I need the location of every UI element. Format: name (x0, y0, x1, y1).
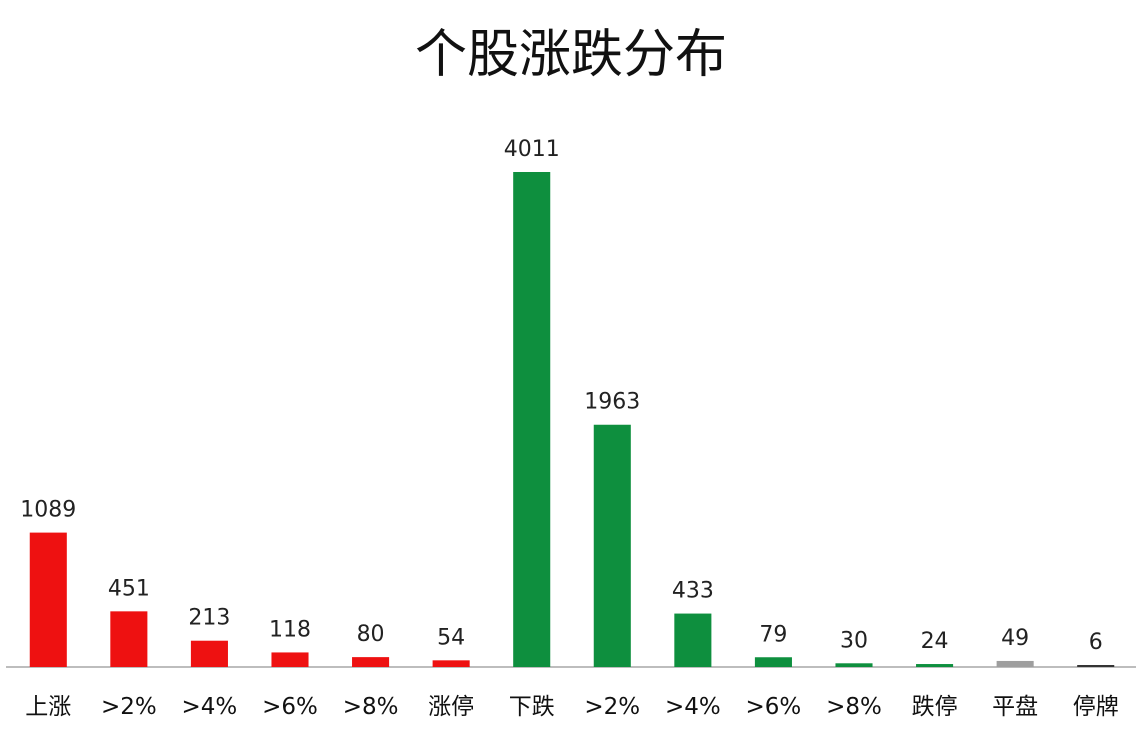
bar-value-label: 451 (108, 576, 150, 601)
bar-value-label: 54 (437, 625, 465, 650)
bar (190, 640, 228, 667)
bar-value-label: 1963 (584, 390, 640, 415)
bar (754, 657, 792, 667)
category-label: 平盘 (992, 694, 1038, 720)
bar-value-label: 79 (759, 622, 787, 647)
bar (29, 532, 67, 667)
bar-value-label: 1089 (20, 498, 76, 523)
bar-value-label: 433 (672, 579, 714, 604)
bar (110, 611, 148, 667)
bar (1077, 665, 1115, 667)
category-label: >6% (262, 694, 318, 720)
bar-value-label: 6 (1089, 630, 1103, 655)
bar-value-label: 30 (840, 628, 868, 653)
bar (674, 613, 712, 667)
category-label: 涨停 (428, 694, 474, 720)
bars-group (29, 172, 1115, 667)
category-label: >6% (746, 694, 802, 720)
category-label: >4% (665, 694, 721, 720)
chart-title: 个股涨跌分布 (415, 25, 727, 85)
bar (352, 657, 390, 667)
bar (996, 660, 1034, 667)
bar (835, 663, 873, 667)
category-label: >4% (182, 694, 238, 720)
value-labels-group: 1089 451 213 118 80 54 4011 1963 433 79 30 24 49 6 (20, 137, 1102, 655)
category-label: >2% (101, 694, 157, 720)
category-label: >2% (584, 694, 640, 720)
category-label: 上涨 (25, 694, 71, 720)
bar-value-label: 80 (357, 622, 385, 647)
category-labels-group: 上涨 >2% >4% >6% >8% 涨停 下跌 >2% >4% >6% >8% 跌停 平盘 停牌 (25, 694, 1118, 720)
bar-value-label: 24 (921, 629, 949, 654)
bar-value-label: 213 (188, 606, 230, 631)
bar (593, 424, 631, 667)
bar-value-label: 49 (1001, 626, 1029, 651)
bar (916, 664, 954, 667)
bar-value-label: 118 (269, 617, 311, 642)
category-label: 停牌 (1073, 694, 1119, 720)
bar (432, 660, 470, 667)
category-label: >8% (826, 694, 882, 720)
category-label: 跌停 (912, 694, 958, 720)
category-label: >8% (343, 694, 399, 720)
bar-value-label: 4011 (504, 137, 560, 162)
bar (271, 652, 309, 667)
bar (513, 172, 551, 667)
category-label: 下跌 (509, 694, 555, 720)
